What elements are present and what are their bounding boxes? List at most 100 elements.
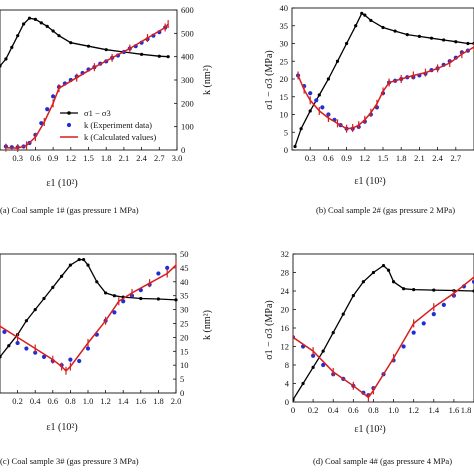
stress-marker [381,263,386,268]
stress-marker [354,24,358,28]
stress-marker [345,41,349,46]
k-experiment-point [77,358,82,364]
stress-marker [454,40,458,44]
stress-marker [86,44,91,48]
k-experiment-point [156,271,161,276]
y-tick-label: 0 [180,388,184,398]
stress-marker [381,25,385,30]
plot-area [293,263,474,402]
y-tick-label: 35 [180,291,189,301]
stress-marker [391,280,396,284]
x-tick-label: 1.6 [135,396,146,406]
y-tick-label: 600 [181,5,194,15]
stress-marker [95,280,99,284]
y-tick-label: 500 [181,28,194,38]
stress-line [293,264,474,401]
k-experiment-point [165,265,170,270]
y-tick-label: 8 [285,360,289,370]
y-tick-label: 300 [181,75,194,85]
x-tick-label: 1.2 [408,405,419,415]
y-tick-label: 200 [181,98,194,108]
y-tick-label: 0 [285,397,289,407]
y-tick-label: 25 [280,56,289,66]
x-tick-label: 1.8 [153,396,164,406]
x-tick-label: 1.5 [378,153,389,163]
y-tick-label: 0 [284,145,288,155]
y-tick-label: 10 [280,110,289,120]
y-axis-label: σ1 − σ3 (MPa) [264,300,275,359]
panel-caption: (c) Coal sample 3# (gas pressure 3 MPa) [0,456,139,466]
stress-marker [331,331,335,335]
x-axis-label: ε1 (10²) [46,178,77,189]
stress-marker [429,36,434,40]
stress-marker [140,52,144,56]
x-tick-label: 0.4 [328,405,339,415]
stress-marker [157,54,161,58]
stress-marker [341,312,345,316]
plot-area [0,16,170,152]
x-axis-label: ε1 (10²) [354,176,385,187]
k-experiment-point [45,107,50,112]
x-tick-label: 0.6 [30,153,41,163]
k-experiment-point [421,321,426,326]
y-axis-label: k (nm²) [202,310,213,340]
k-experiment-point [112,310,117,315]
x-tick-label: 1.4 [428,405,439,415]
y-tick-label: 20 [281,305,290,315]
stress-marker [386,268,391,272]
x-tick-label: 1.0 [83,396,94,406]
k-experiment-point [311,353,316,358]
stress-marker [22,22,26,26]
k-calculated-line [0,264,177,372]
stress-marker [77,257,81,262]
y-axis-label: σ1 − σ3 (MPa) [264,50,275,109]
plot-frame [292,253,474,403]
legend: σ1 − σ3 k (Experiment data) k (Calculated … [60,108,156,142]
stress-marker [42,296,46,301]
k-experiment-point [308,91,313,96]
legend-marker-experiment [66,122,72,128]
stress-marker [68,263,72,267]
k-experiment-point [24,346,29,351]
panel-b: 0.3 0.6 0.9 1.2 1.5 1.8 2.1 2.4 2.7 0 5 10 15 20 25 30 3… [264,3,474,215]
y-tick-label: 5 [284,127,288,137]
x-tick-label: 2.0 [171,396,182,406]
stress-marker [27,16,32,20]
x-tick-label: 2.1 [119,153,130,163]
stress-marker [82,257,86,262]
stress-marker [166,55,170,59]
stress-marker [301,381,305,386]
stress-marker [51,29,55,33]
x-tick-label: 0.3 [12,153,23,163]
y-tick-label: 50 [180,249,189,259]
x-axis-label: ε1 (10²) [354,424,385,435]
k-calculated-line [5,23,169,149]
x-tick-label: 0.8 [65,396,76,406]
stress-line [0,17,169,67]
stress-marker [4,57,8,61]
y-tick-label: 32 [281,249,290,259]
stress-marker [335,59,340,63]
x-tick-label: 2.4 [136,153,147,163]
x-tick-label: 0.8 [368,405,379,415]
y-tick-label: 28 [281,268,290,278]
x-tick-label: 0.6 [348,405,359,415]
k-experiment-point [320,105,325,110]
x-tick-label: 1.8 [101,153,112,163]
x-tick-label: 1.8 [396,153,407,163]
legend-label-experiment: k (Experiment data) [84,120,152,130]
stress-marker [7,344,11,348]
k-experiment-point [121,299,126,304]
k-experiment-point [314,98,319,103]
panel-caption: (a) Coal sample 1# (gas pressure 1 MPa) [0,205,139,215]
x-tick-label: 0.9 [341,153,352,163]
legend-marker-stress [67,111,71,115]
y-tick-label: 35 [280,21,289,31]
plot-area [0,257,178,375]
x-tick-label: 1.0 [388,405,399,415]
y-tick-label: 15 [280,92,289,102]
stress-marker [393,29,397,33]
stress-marker [39,21,43,25]
stress-marker [104,48,108,52]
